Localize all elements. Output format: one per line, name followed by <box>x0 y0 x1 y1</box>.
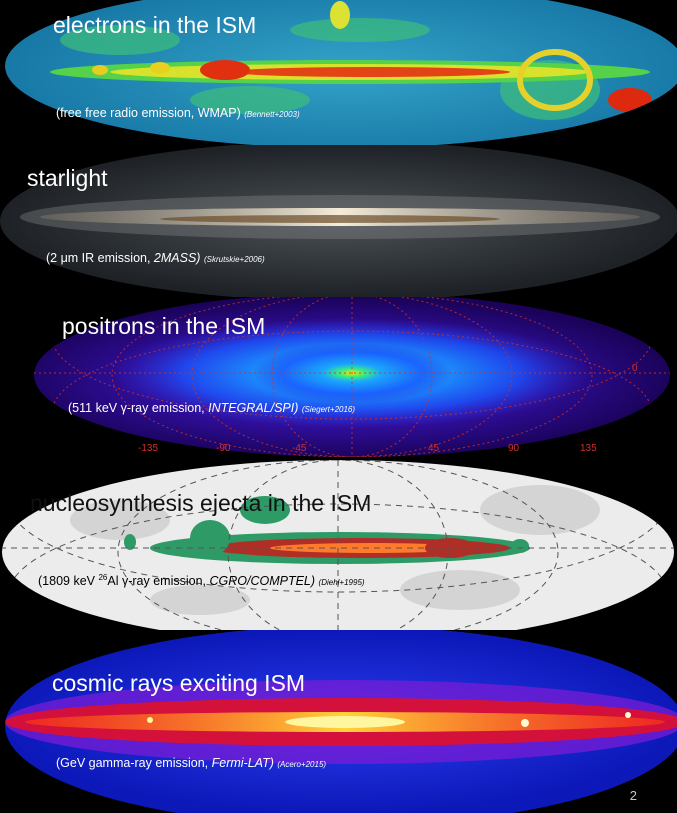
panel-electrons: electrons in the ISM (free free radio em… <box>0 0 677 145</box>
caption-superscript: 26 <box>98 573 108 582</box>
panel-caption: (2 μm IR emission, 2MASS) (Skrutskie+200… <box>46 251 265 265</box>
caption-text: (2 μm IR emission, <box>46 251 154 265</box>
panel-title: starlight <box>27 165 108 191</box>
longitude-tick: -45 <box>292 443 307 454</box>
caption-instrument: CGRO/COMPTEL) <box>209 574 316 589</box>
citation: (Bennett+2003) <box>244 110 300 119</box>
longitude-tick: 135 <box>580 443 597 454</box>
citation: (Skrutskie+2006) <box>203 255 265 264</box>
citation: (Acero+2015) <box>277 760 327 769</box>
2mass-sky-map <box>0 145 677 297</box>
panel-cosmic-rays: cosmic rays exciting ISM (GeV gamma-ray … <box>0 630 677 813</box>
panel-positrons: positrons in the ISM (511 keV γ-ray emis… <box>0 297 677 460</box>
panel-starlight: starlight (2 μm IR emission, 2MASS) (Skr… <box>0 145 677 297</box>
wmap-sky-map <box>5 0 677 145</box>
citation: (Diehl+1995) <box>318 578 365 588</box>
comptel-sky-map <box>0 460 677 630</box>
latitude-tick: 0 <box>632 363 638 374</box>
caption-text: Al γ-ray emission, <box>107 574 210 589</box>
panel-caption: (free free radio emission, WMAP) (Bennet… <box>56 106 300 120</box>
caption-text: (1809 keV <box>38 574 99 589</box>
caption-text: (GeV gamma-ray emission, <box>56 756 212 770</box>
fermi-sky-map <box>0 630 677 813</box>
caption-instrument: 2MASS) <box>153 251 201 265</box>
longitude-tick: 90 <box>508 443 520 454</box>
caption-text: (511 keV γ-ray emission, <box>68 401 209 415</box>
panel-title: electrons in the ISM <box>53 12 257 38</box>
panel-caption: (1809 keV 26Al γ-ray emission, CGRO/COMP… <box>38 573 365 588</box>
panel-nucleosynthesis: nucleosynthesis ejecta in the ISM (1809 … <box>0 460 677 630</box>
integral-sky-map <box>0 297 677 460</box>
caption-instrument: INTEGRAL/SPI) <box>208 401 299 415</box>
caption-text: (free free radio emission, WMAP) <box>56 106 241 120</box>
longitude-tick: 45 <box>428 443 440 454</box>
citation: (Siegert+2016) <box>301 405 356 414</box>
panel-caption: (GeV gamma-ray emission, Fermi-LAT) (Ace… <box>56 756 326 770</box>
longitude-tick: -135 <box>138 443 159 454</box>
panel-caption: (511 keV γ-ray emission, INTEGRAL/SPI) (… <box>68 401 355 415</box>
caption-instrument: Fermi-LAT) <box>211 756 274 770</box>
panel-title: nucleosynthesis ejecta in the ISM <box>30 490 372 516</box>
panel-title: cosmic rays exciting ISM <box>52 670 306 696</box>
longitude-tick: -90 <box>216 443 231 454</box>
panel-title: positrons in the ISM <box>62 313 266 339</box>
page-number: 2 <box>629 788 637 803</box>
